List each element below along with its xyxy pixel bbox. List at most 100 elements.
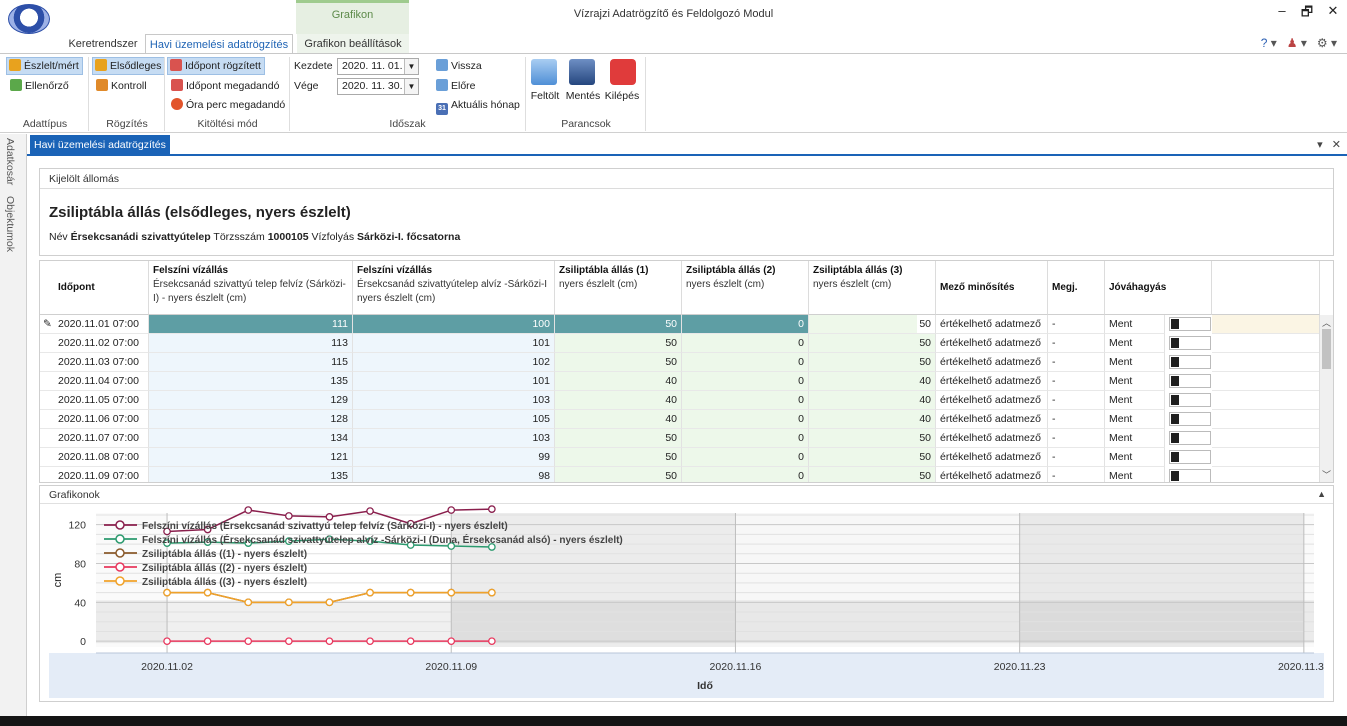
approval-toggle[interactable]: [1169, 336, 1211, 350]
kilepes-button[interactable]: Kilépés: [604, 90, 640, 102]
user-icon[interactable]: ♟: [1286, 36, 1298, 50]
table-cell[interactable]: értékelhető adatmező: [936, 410, 1048, 429]
table-cell[interactable]: 2020.11.01 07:00: [40, 315, 149, 334]
table-cell[interactable]: 40: [809, 372, 936, 391]
grid-scrollbar[interactable]: ︿ ﹀: [1319, 315, 1333, 482]
save-icon[interactable]: [569, 59, 595, 85]
tab-havi-uzemelesi[interactable]: Havi üzemelési adatrögzítés: [145, 34, 293, 54]
tab-grafikon-beallitasok[interactable]: Grafikon beállítások: [297, 34, 409, 54]
table-cell[interactable]: értékelhető adatmező: [936, 429, 1048, 448]
table-cell[interactable]: 40: [809, 410, 936, 429]
table-cell[interactable]: 111: [149, 315, 353, 334]
table-cell[interactable]: 50: [555, 315, 682, 334]
elore-button[interactable]: Előre: [434, 77, 479, 95]
upload-icon[interactable]: [531, 59, 557, 85]
table-cell[interactable]: 50: [809, 353, 936, 372]
table-row[interactable]: 2020.11.01 07:00 111 100 50 0 50 értékelhető a…: [40, 315, 1320, 334]
table-cell[interactable]: 135: [149, 467, 353, 482]
elsodleges-button[interactable]: Elsődleges: [92, 57, 166, 75]
table-cell[interactable]: Ment: [1105, 353, 1165, 372]
approval-toggle[interactable]: [1169, 393, 1211, 407]
table-cell[interactable]: értékelhető adatmező: [936, 467, 1048, 482]
table-cell[interactable]: értékelhető adatmező: [936, 315, 1048, 334]
table-cell[interactable]: 2020.11.07 07:00: [40, 429, 149, 448]
table-cell[interactable]: 100: [353, 315, 555, 334]
table-cell[interactable]: 50: [809, 448, 936, 467]
table-cell[interactable]: 101: [353, 334, 555, 353]
mentes-button[interactable]: Mentés: [565, 90, 601, 102]
idopont-megadando-button[interactable]: Időpont megadandó: [169, 77, 282, 95]
approval-toggle[interactable]: [1169, 450, 1211, 464]
table-cell[interactable]: 0: [682, 429, 809, 448]
approval-toggle[interactable]: [1169, 431, 1211, 445]
approval-toggle[interactable]: [1169, 317, 1211, 331]
table-cell[interactable]: 0: [682, 410, 809, 429]
table-cell[interactable]: -: [1048, 372, 1105, 391]
column-header-3[interactable]: Zsiliptábla állás (1) nyers észlelt (cm): [555, 261, 682, 315]
table-cell[interactable]: 2020.11.08 07:00: [40, 448, 149, 467]
column-header-0[interactable]: Időpont: [40, 261, 149, 315]
table-row[interactable]: 2020.11.08 07:00 121 99 50 0 50 értékelhető ad…: [40, 448, 1320, 467]
table-cell[interactable]: 103: [353, 391, 555, 410]
table-cell[interactable]: 113: [149, 334, 353, 353]
table-cell[interactable]: 50: [555, 353, 682, 372]
table-cell[interactable]: -: [1048, 467, 1105, 482]
table-cell[interactable]: 40: [555, 410, 682, 429]
table-cell[interactable]: 50: [555, 429, 682, 448]
table-cell[interactable]: -: [1048, 448, 1105, 467]
table-row[interactable]: 2020.11.03 07:00 115 102 50 0 50 értékelhető a…: [40, 353, 1320, 372]
chevron-up-icon[interactable]: ︿: [1322, 318, 1332, 328]
scrollbar-thumb[interactable]: [1322, 329, 1331, 369]
table-cell[interactable]: Ment: [1105, 315, 1165, 334]
tab-keretrendszer[interactable]: Keretrendszer: [68, 38, 138, 50]
table-cell[interactable]: 0: [682, 391, 809, 410]
table-cell[interactable]: 2020.11.04 07:00: [40, 372, 149, 391]
table-row[interactable]: 2020.11.09 07:00 135 98 50 0 50 értékelhető ad…: [40, 467, 1320, 482]
column-header-8[interactable]: Jóváhagyás: [1105, 261, 1212, 315]
table-row[interactable]: 2020.11.04 07:00 135 101 40 0 40 értékelhető a…: [40, 372, 1320, 391]
idopont-rogzitett-button[interactable]: Időpont rögzített: [167, 57, 265, 75]
table-cell[interactable]: Ment: [1105, 372, 1165, 391]
table-cell[interactable]: 50: [809, 334, 936, 353]
table-cell[interactable]: 2020.11.09 07:00: [40, 467, 149, 482]
approval-toggle[interactable]: [1169, 374, 1211, 388]
chevron-down-icon[interactable]: ▼: [404, 79, 418, 94]
table-cell[interactable]: -: [1048, 334, 1105, 353]
column-header-5[interactable]: Zsiliptábla állás (3) nyers észlelt (cm): [809, 261, 936, 315]
eszlelt-mert-button[interactable]: Észlelt/mért: [6, 57, 83, 75]
column-header-7[interactable]: Megj.: [1048, 261, 1105, 315]
table-cell[interactable]: 98: [353, 467, 555, 482]
table-cell[interactable]: 99: [353, 448, 555, 467]
feltolt-button[interactable]: Feltölt: [530, 90, 560, 102]
table-cell[interactable]: 2020.11.06 07:00: [40, 410, 149, 429]
chevron-down-icon[interactable]: ﹀: [1322, 470, 1332, 480]
close-window-button[interactable]: ✕: [1327, 3, 1339, 18]
table-cell[interactable]: 50: [809, 429, 936, 448]
table-cell[interactable]: -: [1048, 429, 1105, 448]
table-cell[interactable]: -: [1048, 391, 1105, 410]
table-cell[interactable]: 2020.11.02 07:00: [40, 334, 149, 353]
table-row[interactable]: 2020.11.02 07:00 113 101 50 0 50 értékelhető a…: [40, 334, 1320, 353]
table-cell[interactable]: 50: [809, 467, 936, 482]
table-cell[interactable]: értékelhető adatmező: [936, 372, 1048, 391]
table-cell[interactable]: -: [1048, 353, 1105, 372]
table-cell[interactable]: 50: [809, 315, 936, 334]
table-cell[interactable]: 121: [149, 448, 353, 467]
table-cell[interactable]: 2020.11.05 07:00: [40, 391, 149, 410]
table-cell[interactable]: értékelhető adatmező: [936, 353, 1048, 372]
table-cell[interactable]: 2020.11.03 07:00: [40, 353, 149, 372]
tab-close-icon[interactable]: ✕: [1331, 139, 1341, 151]
table-cell[interactable]: Ment: [1105, 429, 1165, 448]
approval-toggle[interactable]: [1169, 412, 1211, 426]
table-cell[interactable]: 40: [809, 391, 936, 410]
table-cell[interactable]: 101: [353, 372, 555, 391]
table-cell[interactable]: 134: [149, 429, 353, 448]
table-row[interactable]: 2020.11.07 07:00 134 103 50 0 50 értékelhető a…: [40, 429, 1320, 448]
table-cell[interactable]: 50: [555, 467, 682, 482]
table-cell[interactable]: 115: [149, 353, 353, 372]
table-cell[interactable]: Ment: [1105, 334, 1165, 353]
table-cell[interactable]: értékelhető adatmező: [936, 391, 1048, 410]
side-tab-adatkosar[interactable]: Adatkosár: [4, 138, 16, 186]
side-tab-objektumok[interactable]: Objektumok: [4, 196, 16, 253]
chevron-down-icon[interactable]: ▼: [404, 59, 418, 74]
